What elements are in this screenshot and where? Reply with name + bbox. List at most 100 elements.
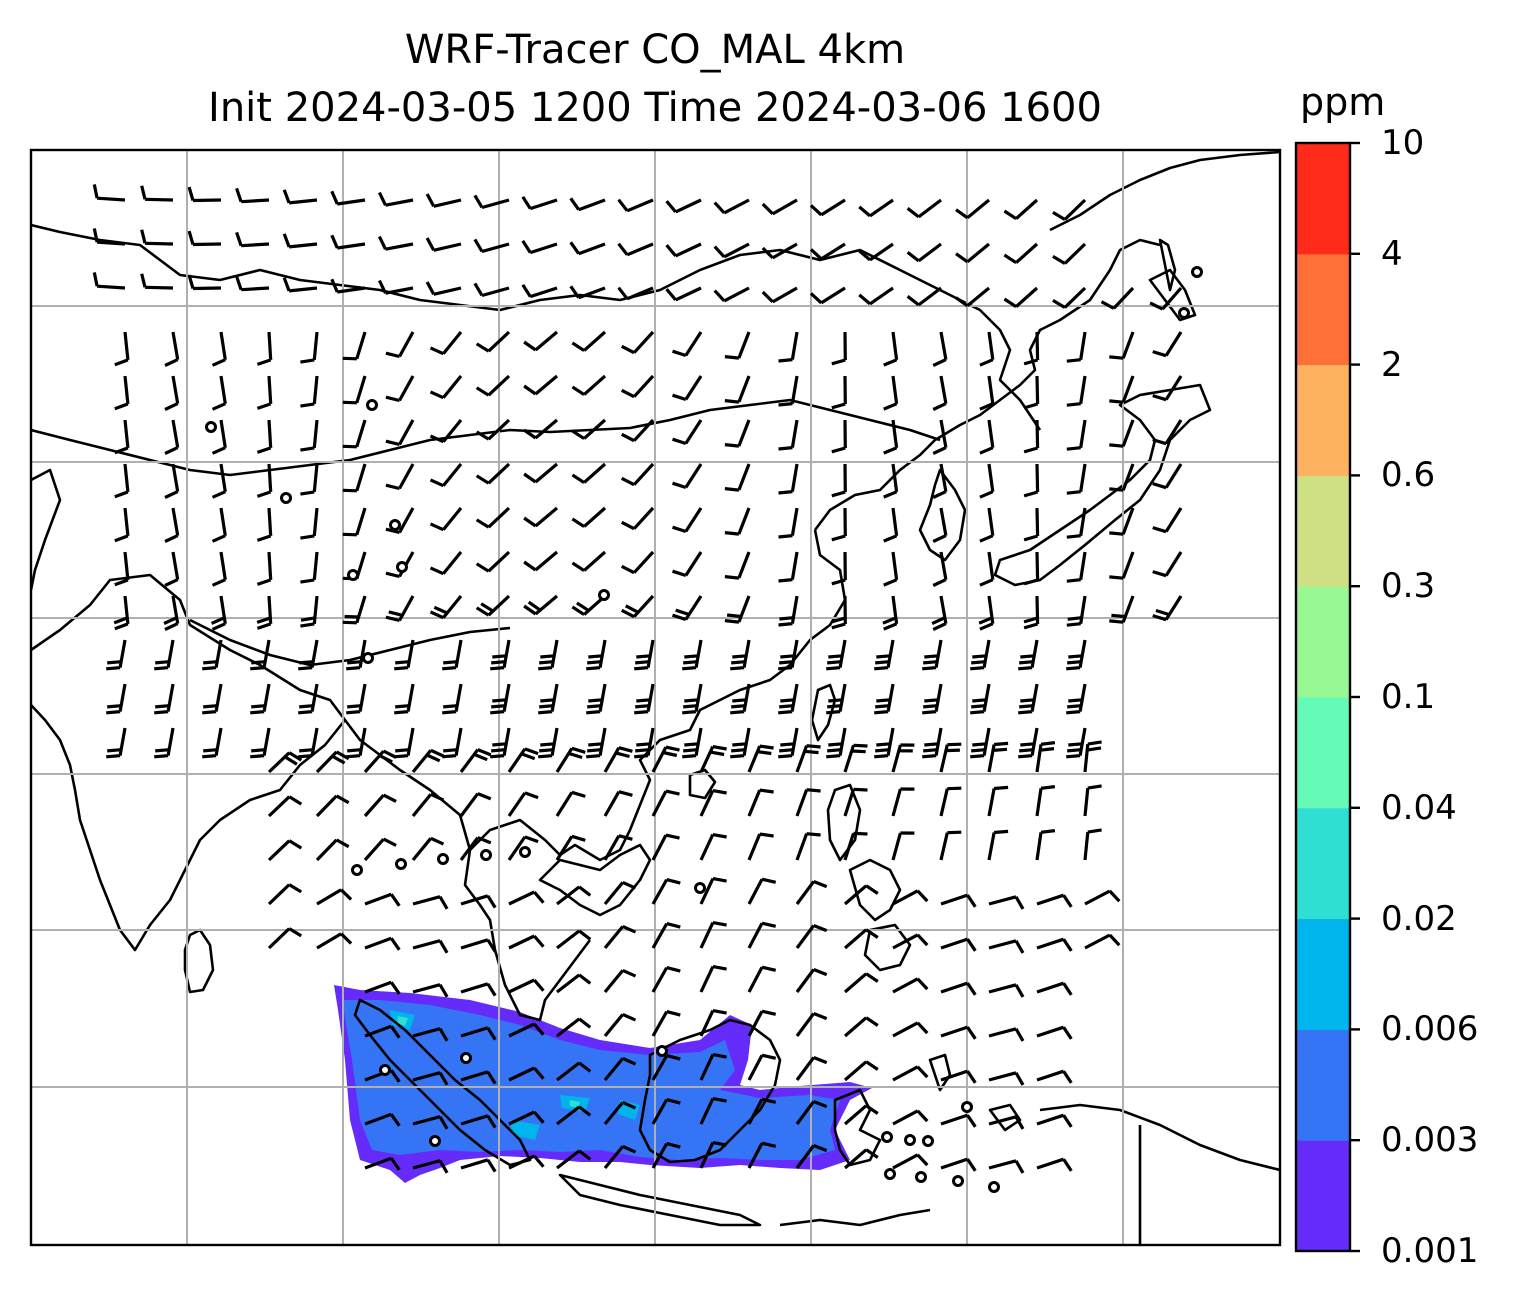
coastline-india (31, 573, 347, 952)
wind-barb (1035, 507, 1040, 537)
calm-wind-marker (598, 589, 610, 601)
wind-barb (699, 1097, 715, 1125)
wind-barb-flag (875, 704, 890, 709)
wind-barb (988, 1071, 1017, 1082)
wind-barb-flag (1052, 299, 1066, 309)
wind-barb-flag (385, 571, 400, 579)
coastline-okhotsk (1049, 150, 1280, 232)
colorbar-unit-label: ppm (1300, 80, 1386, 124)
wind-barb-flag (858, 293, 872, 306)
wind-barb-flag (883, 446, 898, 455)
wind-barb-flag (154, 754, 169, 759)
wind-barb-flag (666, 1054, 681, 1061)
wind-barb-flag (1062, 1114, 1073, 1128)
wind-barb (507, 835, 527, 861)
calm-wind-marker (460, 1052, 472, 1064)
calm-wind-marker (205, 421, 217, 433)
wind-barb (843, 832, 856, 861)
wind-barb-flag (300, 358, 315, 364)
wind-barb-flag (256, 446, 272, 454)
wind-barb (412, 895, 441, 906)
wind-barb-flag (883, 622, 898, 631)
wind-barb-flag (993, 741, 1009, 747)
wind-barb (843, 1148, 868, 1170)
calm-wind-marker (480, 849, 492, 861)
wind-barb-flag (1062, 938, 1073, 952)
wind-barb-flag (809, 292, 823, 305)
wind-barb (603, 834, 621, 861)
wind-barb-flag (346, 710, 361, 715)
wind-barb (987, 551, 995, 580)
wind-barb-flag (578, 1017, 592, 1029)
wind-barb-flag (665, 244, 677, 257)
wind-barb-flag (394, 666, 409, 671)
wind-barb (843, 1060, 868, 1082)
wind-barb (892, 933, 919, 950)
wind-barb-flag (425, 193, 436, 208)
wind-barb (747, 1054, 764, 1081)
wind-barb-flag (813, 1144, 828, 1153)
wind-barb-flag (761, 1097, 777, 1104)
wind-barb-flag (906, 207, 920, 219)
wind-barb (411, 837, 433, 862)
wind-barb-flag (385, 615, 400, 623)
wind-barb (1121, 463, 1135, 491)
wind-barb-flag (876, 654, 891, 659)
wind-barb (398, 375, 415, 402)
wind-barb (219, 463, 227, 492)
calm-wind-marker (1191, 266, 1203, 278)
wind-barb (583, 374, 607, 396)
wind-barb-flag (684, 654, 699, 659)
wind-barb-flag (1152, 614, 1167, 622)
wind-barb (267, 375, 273, 404)
wind-barb (433, 286, 462, 296)
wind-barb (699, 1141, 715, 1169)
wind-barb-flag (683, 748, 698, 753)
wind-barb-flag (1019, 704, 1034, 709)
wind-barb-flag (347, 660, 362, 665)
wind-barb (737, 551, 751, 579)
calm-wind-marker (961, 1101, 973, 1113)
wind-barb-flag (672, 437, 687, 446)
wind-barb (674, 242, 702, 258)
wind-barb-flag (947, 786, 962, 791)
wind-barb-flag (712, 745, 727, 751)
wind-barb-flag (732, 742, 747, 747)
wind-barb-flag (761, 1053, 777, 1060)
wind-barb (684, 419, 703, 445)
wind-barb (988, 983, 1017, 994)
wind-barb (966, 242, 991, 264)
wind-barb-flag (970, 710, 985, 715)
wind-barb-flag (211, 402, 226, 411)
colorbar (1296, 141, 1360, 1253)
wind-barb-flag (672, 613, 687, 622)
wind-barb-flag (155, 748, 170, 753)
wind-barb-flag (389, 1157, 401, 1171)
colorbar-tick-label: 0.006 (1381, 1009, 1479, 1050)
wind-barb-flag (636, 698, 651, 703)
wind-barb-flag (972, 698, 987, 703)
wind-barb-flag (874, 710, 889, 715)
wind-barb-flag (1020, 742, 1035, 747)
wind-barb-flag (876, 698, 891, 703)
wind-barb (674, 198, 702, 214)
wind-barb (795, 1012, 815, 1037)
wind-barb (603, 881, 625, 906)
wind-barb-flag (588, 654, 603, 659)
wind-barb (843, 928, 868, 950)
wind-barb-flag (713, 201, 726, 214)
wind-barb-flag (778, 490, 793, 495)
wind-barb-flag (587, 704, 602, 709)
wind-barb-flag (730, 754, 745, 759)
wind-barb-flag (491, 748, 506, 753)
wind-barb-flag (282, 277, 291, 292)
wind-barb (481, 286, 510, 298)
wind-barb (632, 462, 655, 486)
wind-barb-flag (524, 747, 539, 756)
wind-barb (1015, 286, 1039, 308)
wind-barb-flag (1087, 828, 1102, 834)
wind-barb-flag (828, 742, 843, 747)
wind-barb (556, 1061, 581, 1082)
wind-barb-flag (617, 286, 629, 300)
